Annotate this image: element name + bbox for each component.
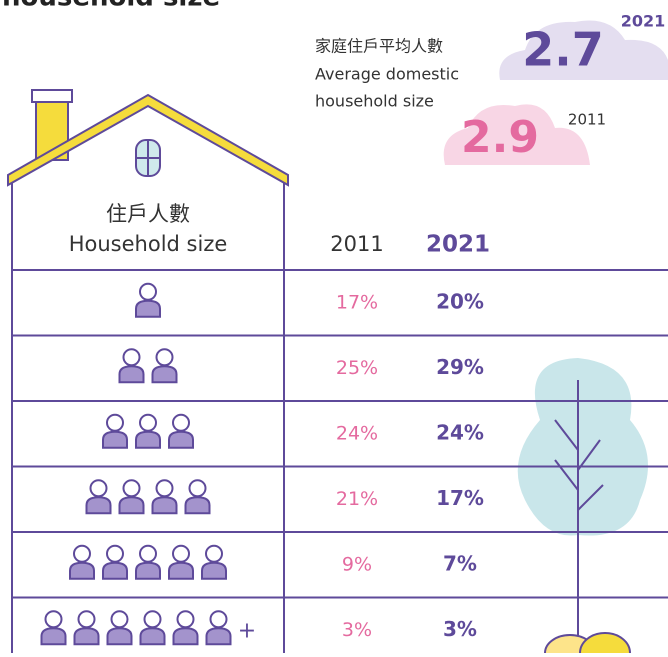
- person-body: [42, 628, 66, 644]
- avg-label: Average domestic: [315, 65, 459, 84]
- person-head: [211, 611, 227, 627]
- person-body: [202, 563, 226, 579]
- person-body: [108, 628, 132, 644]
- person-body: [169, 432, 193, 448]
- person-body: [141, 628, 165, 644]
- person-head: [124, 349, 140, 365]
- column-header: Household size: [69, 232, 228, 256]
- column-header: 2021: [426, 232, 490, 258]
- value-2011: 25%: [336, 357, 378, 379]
- person-head: [124, 480, 140, 496]
- value-2021: 17%: [436, 486, 484, 510]
- value-2011: 24%: [336, 422, 378, 444]
- chimney-top: [32, 90, 72, 102]
- person-head: [178, 611, 194, 627]
- person-body: [186, 497, 210, 513]
- tree: [518, 358, 648, 536]
- person-head: [74, 546, 90, 562]
- person-head: [91, 480, 107, 496]
- value-2011: 9%: [342, 553, 372, 575]
- person-head: [107, 546, 123, 562]
- person-head: [206, 546, 222, 562]
- person-head: [157, 349, 173, 365]
- person-body: [153, 497, 177, 513]
- person-body: [136, 563, 160, 579]
- person-body: [207, 628, 231, 644]
- person-head: [79, 611, 95, 627]
- value-2011: 17%: [336, 291, 378, 313]
- value-2011: 2.9: [461, 112, 539, 163]
- person-body: [103, 563, 127, 579]
- person-body: [136, 301, 160, 317]
- person-body: [75, 628, 99, 644]
- person-head: [140, 415, 156, 431]
- person-head: [107, 415, 123, 431]
- person-head: [173, 415, 189, 431]
- value-2011: 21%: [336, 488, 378, 510]
- value-2011: 3%: [342, 619, 372, 641]
- person-head: [46, 611, 62, 627]
- person-body: [87, 497, 111, 513]
- value-2021: 2.7: [522, 23, 604, 77]
- value-2021: 20%: [436, 289, 484, 313]
- value-2021: 24%: [436, 420, 484, 444]
- value-2021: 29%: [436, 355, 484, 379]
- value-2021: 3%: [443, 617, 477, 641]
- person-head: [145, 611, 161, 627]
- infographic: household size 2.7 2021 2.9 2011 家庭住戶平均人…: [0, 0, 668, 653]
- avg-label: household size: [315, 92, 434, 111]
- person-head: [140, 284, 156, 300]
- person-head: [140, 546, 156, 562]
- person-head: [112, 611, 128, 627]
- person-body: [153, 366, 177, 382]
- person-head: [173, 546, 189, 562]
- column-header: 住戶人數: [106, 202, 190, 226]
- person-body: [120, 366, 144, 382]
- year-2021: 2021: [621, 12, 666, 31]
- year-2011: 2011: [568, 111, 606, 129]
- column-header: 2011: [330, 232, 383, 256]
- person-body: [103, 432, 127, 448]
- title: household size: [2, 0, 220, 13]
- person-head: [190, 480, 206, 496]
- avg-label: 家庭住戶平均人數: [315, 37, 443, 56]
- person-body: [169, 563, 193, 579]
- value-2021: 7%: [443, 551, 477, 575]
- bush: [580, 633, 630, 653]
- plus: +: [238, 618, 256, 643]
- person-body: [136, 432, 160, 448]
- person-body: [174, 628, 198, 644]
- person-body: [70, 563, 94, 579]
- person-head: [157, 480, 173, 496]
- person-body: [120, 497, 144, 513]
